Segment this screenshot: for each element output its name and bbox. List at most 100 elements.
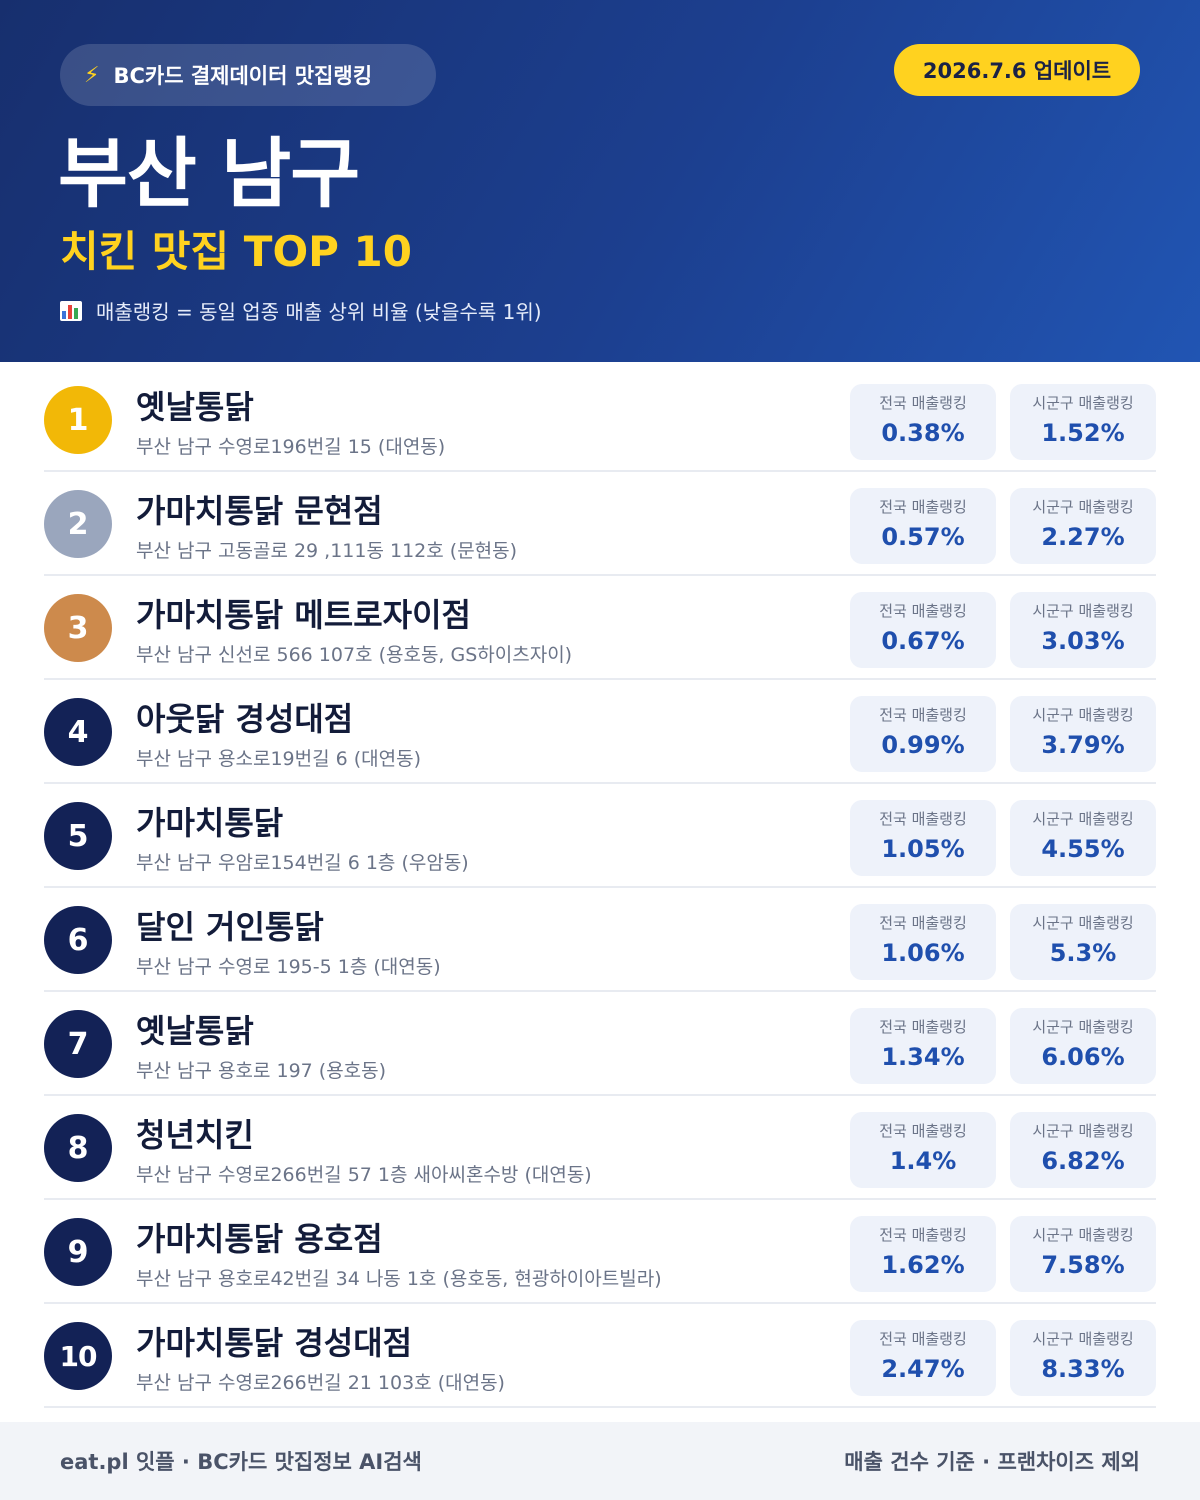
local-ranking-box: 시군구 매출랭킹 6.06% — [1010, 1008, 1156, 1084]
rank-badge: 9 — [44, 1218, 112, 1286]
local-ranking-box: 시군구 매출랭킹 1.52% — [1010, 384, 1156, 460]
national-ranking-label: 전국 매출랭킹 — [879, 1330, 967, 1348]
national-ranking-value: 1.4% — [889, 1147, 957, 1175]
restaurant-address: 부산 남구 용호로42번길 34 나동 1호 (용호동, 현광하이아트빌라) — [136, 1268, 662, 1290]
national-ranking-value: 0.99% — [881, 731, 965, 759]
national-ranking-value: 1.06% — [881, 939, 965, 967]
restaurant-address: 부산 남구 용소로19번길 6 (대연동) — [136, 748, 422, 770]
restaurant-name: 가마치통닭 — [136, 804, 284, 842]
local-ranking-label: 시군구 매출랭킹 — [1032, 498, 1134, 516]
restaurant-name: 가마치통닭 문현점 — [136, 492, 383, 530]
national-ranking-label: 전국 매출랭킹 — [879, 706, 967, 724]
restaurant-row[interactable]: 8 청년치킨 부산 남구 수영로266번길 57 1층 새아씨혼수방 (대연동) 전국… — [44, 1096, 1156, 1200]
local-ranking-box: 시군구 매출랭킹 3.79% — [1010, 696, 1156, 772]
rank-badge: 5 — [44, 802, 112, 870]
local-ranking-value: 1.52% — [1041, 419, 1125, 447]
footer: eat.pl 잇플 · BC카드 맛집정보 AI검색 매출 건수 기준 · 프랜… — [0, 1422, 1200, 1500]
page-subtitle: 치킨 맛집 TOP 10 — [60, 227, 413, 276]
rank-badge: 4 — [44, 698, 112, 766]
page-title: 부산 남구 — [58, 129, 360, 218]
national-ranking-label: 전국 매출랭킹 — [879, 1226, 967, 1244]
local-ranking-label: 시군구 매출랭킹 — [1032, 1226, 1134, 1244]
local-ranking-value: 6.06% — [1041, 1043, 1125, 1071]
restaurant-address: 부산 남구 수영로 195-5 1층 (대연동) — [136, 956, 441, 978]
national-ranking-box: 전국 매출랭킹 2.47% — [850, 1320, 996, 1396]
restaurant-name: 아웃닭 경성대점 — [136, 700, 354, 738]
local-ranking-label: 시군구 매출랭킹 — [1032, 1122, 1134, 1140]
restaurant-address: 부산 남구 수영로196번길 15 (대연동) — [136, 436, 446, 458]
local-ranking-box: 시군구 매출랭킹 7.58% — [1010, 1216, 1156, 1292]
source-label: BC카드 결제데이터 맛집랭킹 — [113, 64, 373, 88]
national-ranking-box: 전국 매출랭킹 0.99% — [850, 696, 996, 772]
footer-source: eat.pl 잇플 · BC카드 맛집정보 AI검색 — [60, 1450, 422, 1474]
restaurant-address: 부산 남구 신선로 566 107호 (용호동, GS하이츠자이) — [136, 644, 573, 666]
local-ranking-value: 7.58% — [1041, 1251, 1125, 1279]
bar-chart-icon — [60, 300, 82, 321]
rank-badge: 2 — [44, 490, 112, 558]
local-ranking-value: 3.79% — [1041, 731, 1125, 759]
footer-criteria: 매출 건수 기준 · 프랜차이즈 제외 — [844, 1450, 1140, 1474]
restaurant-name: 옛날통닭 — [136, 388, 254, 426]
local-ranking-box: 시군구 매출랭킹 5.3% — [1010, 904, 1156, 980]
rank-badge: 7 — [44, 1010, 112, 1078]
local-ranking-value: 6.82% — [1041, 1147, 1125, 1175]
local-ranking-label: 시군구 매출랭킹 — [1032, 1330, 1134, 1348]
local-ranking-label: 시군구 매출랭킹 — [1032, 602, 1134, 620]
lightning-icon: ⚡ — [84, 62, 100, 88]
national-ranking-value: 1.34% — [881, 1043, 965, 1071]
local-ranking-label: 시군구 매출랭킹 — [1032, 394, 1134, 412]
restaurant-row[interactable]: 7 옛날통닭 부산 남구 용호로 197 (용호동) 전국 매출랭킹 1.34% 시군구 … — [44, 992, 1156, 1096]
restaurant-address: 부산 남구 수영로266번길 57 1층 새아씨혼수방 (대연동) — [136, 1164, 592, 1186]
restaurant-name: 달인 거인통닭 — [136, 908, 324, 946]
restaurant-list: 1 옛날통닭 부산 남구 수영로196번길 15 (대연동) 전국 매출랭킹 0.38%… — [44, 368, 1156, 1408]
rank-badge: 10 — [44, 1322, 112, 1390]
local-ranking-value: 8.33% — [1041, 1355, 1125, 1383]
restaurant-address: 부산 남구 고동골로 29 ,111동 112호 (문현동) — [136, 540, 518, 562]
national-ranking-value: 1.62% — [881, 1251, 965, 1279]
national-ranking-box: 전국 매출랭킹 0.67% — [850, 592, 996, 668]
restaurant-row[interactable]: 10 가마치통닭 경성대점 부산 남구 수영로266번길 21 103호 (대연동)… — [44, 1304, 1156, 1408]
national-ranking-label: 전국 매출랭킹 — [879, 1122, 967, 1140]
local-ranking-box: 시군구 매출랭킹 3.03% — [1010, 592, 1156, 668]
local-ranking-label: 시군구 매출랭킹 — [1032, 914, 1134, 932]
rank-badge: 3 — [44, 594, 112, 662]
rank-badge: 1 — [44, 386, 112, 454]
local-ranking-box: 시군구 매출랭킹 8.33% — [1010, 1320, 1156, 1396]
national-ranking-box: 전국 매출랭킹 1.05% — [850, 800, 996, 876]
national-ranking-box: 전국 매출랭킹 0.38% — [850, 384, 996, 460]
restaurant-address: 부산 남구 우암로154번길 6 1층 (우암동) — [136, 852, 469, 874]
local-ranking-box: 시군구 매출랭킹 4.55% — [1010, 800, 1156, 876]
local-ranking-value: 5.3% — [1049, 939, 1117, 967]
national-ranking-box: 전국 매출랭킹 1.4% — [850, 1112, 996, 1188]
national-ranking-value: 0.67% — [881, 627, 965, 655]
national-ranking-box: 전국 매출랭킹 0.57% — [850, 488, 996, 564]
header-banner: ⚡ BC카드 결제데이터 맛집랭킹 2026.7.6 업데이트 부산 남구 치킨… — [0, 0, 1200, 362]
restaurant-name: 옛날통닭 — [136, 1012, 254, 1050]
national-ranking-box: 전국 매출랭킹 1.62% — [850, 1216, 996, 1292]
national-ranking-label: 전국 매출랭킹 — [879, 394, 967, 412]
national-ranking-value: 0.38% — [881, 419, 965, 447]
update-date-badge: 2026.7.6 업데이트 — [894, 44, 1140, 96]
national-ranking-label: 전국 매출랭킹 — [879, 1018, 967, 1036]
restaurant-name: 가마치통닭 메트로자이점 — [136, 596, 471, 634]
national-ranking-label: 전국 매출랭킹 — [879, 602, 967, 620]
national-ranking-value: 0.57% — [881, 523, 965, 551]
rank-badge: 6 — [44, 906, 112, 974]
local-ranking-value: 3.03% — [1041, 627, 1125, 655]
national-ranking-box: 전국 매출랭킹 1.06% — [850, 904, 996, 980]
restaurant-name: 가마치통닭 용호점 — [136, 1220, 383, 1258]
local-ranking-value: 4.55% — [1041, 835, 1125, 863]
local-ranking-label: 시군구 매출랭킹 — [1032, 706, 1134, 724]
national-ranking-value: 2.47% — [881, 1355, 965, 1383]
local-ranking-box: 시군구 매출랭킹 6.82% — [1010, 1112, 1156, 1188]
restaurant-name: 가마치통닭 경성대점 — [136, 1324, 413, 1362]
national-ranking-value: 1.05% — [881, 835, 965, 863]
national-ranking-label: 전국 매출랭킹 — [879, 914, 967, 932]
